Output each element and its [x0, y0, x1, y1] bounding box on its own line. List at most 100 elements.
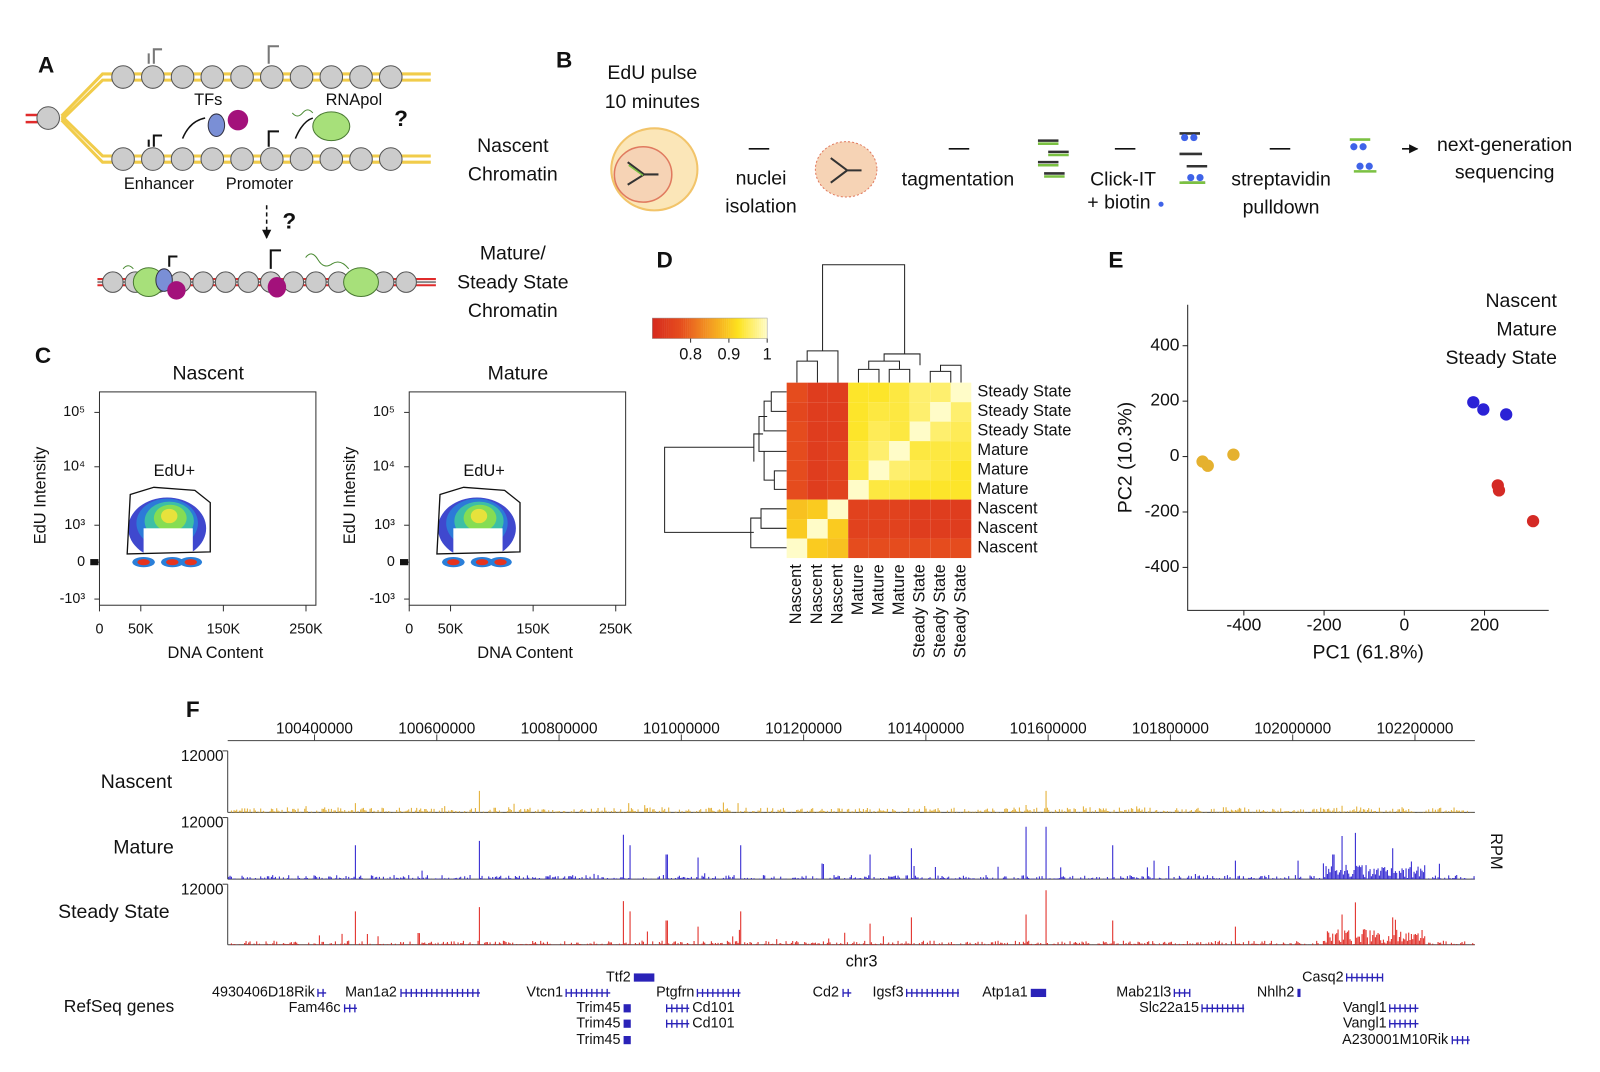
plot-frame — [98, 391, 317, 606]
heatmap-cell — [950, 480, 972, 500]
legend-entry: Steady State — [1445, 347, 1556, 369]
colorbar-step — [685, 318, 688, 339]
column-label: Mature — [849, 564, 867, 615]
gene-label: Vangl1 — [1343, 1000, 1387, 1016]
colorbar-step — [689, 318, 692, 339]
heatmap-cell — [930, 460, 951, 481]
label: Mature/ — [480, 243, 547, 265]
tick-label: 0.8 — [679, 345, 702, 363]
colorbar-step — [674, 318, 678, 339]
workflow-diagram — [610, 127, 1417, 212]
panel-label: C — [35, 343, 51, 368]
colorbar-step — [697, 318, 700, 339]
density-cloud — [90, 486, 211, 568]
heatmap-cell — [827, 460, 849, 481]
heatmap-cell — [827, 441, 849, 461]
gene-label: Trim45 — [576, 1032, 620, 1048]
heatmap-cell — [848, 402, 869, 422]
heatmap-cell — [889, 441, 910, 461]
heatmap-cell — [848, 519, 869, 539]
nucleosome — [349, 65, 373, 89]
gene-label: Cd101 — [692, 1000, 734, 1016]
panel-label: D — [656, 248, 672, 273]
density — [184, 559, 197, 566]
heatmap-cell — [930, 519, 951, 539]
nucleosome — [230, 65, 254, 89]
colorbar-step — [668, 318, 671, 339]
colorbar-frame — [652, 317, 768, 339]
panel-label: E — [1108, 248, 1123, 273]
step-label: next-generation — [1437, 134, 1572, 156]
tick-label: 10³ — [374, 517, 395, 533]
heatmap-cell — [909, 519, 931, 539]
row-label: Mature — [977, 461, 1028, 479]
tick-label: 101400000 — [887, 720, 964, 737]
heatmap-cell — [848, 538, 869, 559]
colorbar-step — [656, 318, 659, 339]
track-name: Mature — [113, 836, 174, 858]
density — [475, 559, 489, 566]
tick-label: -400 — [1145, 556, 1180, 576]
label: TFs — [194, 91, 222, 109]
heatmap-cell — [930, 441, 951, 461]
gene-glyph — [400, 988, 480, 998]
heatmap-cell — [889, 402, 910, 422]
label: 10 minutes — [605, 91, 700, 113]
gene-glyph — [565, 988, 611, 998]
tick-label: 12000 — [181, 748, 224, 765]
density — [447, 559, 460, 566]
gate — [126, 486, 211, 555]
tick-label: 0 — [387, 554, 395, 570]
heatmap-cell — [807, 499, 828, 520]
track-name: RefSeq genes — [64, 996, 175, 1016]
gene-label: Trim45 — [576, 1000, 620, 1016]
colorbar-step — [756, 318, 760, 339]
nucleosome — [170, 65, 195, 89]
tick-label: 1 — [763, 345, 772, 363]
density — [470, 508, 488, 524]
track-name: Nascent — [101, 771, 173, 793]
tick-label: -10³ — [369, 591, 395, 607]
nucleosome — [289, 147, 314, 171]
panel-label: A — [38, 53, 54, 78]
step-label: + biotin — [1087, 191, 1150, 213]
tick-label: -200 — [1307, 614, 1342, 634]
heatmap-cell — [930, 402, 951, 422]
colorbar-step — [691, 318, 694, 339]
heatmap-cell — [807, 538, 828, 559]
gene-label: Nhlh2 — [1257, 985, 1294, 1001]
heatmap-cell — [868, 441, 890, 461]
heatmap-cell — [950, 538, 972, 559]
column-label: Nascent — [787, 564, 805, 625]
tick-label: 250K — [599, 622, 633, 638]
heatmap-cell — [889, 499, 910, 520]
colorbar-step — [717, 318, 721, 339]
gene-label: Vtcn1 — [526, 985, 563, 1001]
panel-label: B — [556, 48, 572, 73]
plot-frame — [408, 391, 627, 606]
colorbar-step — [746, 318, 749, 339]
signal-trace — [229, 890, 1475, 945]
gate — [436, 486, 521, 555]
gene-glyph — [696, 988, 741, 998]
colorbar-step — [720, 318, 723, 339]
colorbar-step — [658, 318, 661, 339]
tick-label: -200 — [1145, 501, 1180, 521]
colorbar-step — [681, 318, 684, 339]
colorbar-step — [734, 318, 737, 339]
nucleosome — [282, 271, 305, 293]
tick-label: 0.9 — [717, 345, 740, 363]
heatmap-cell — [786, 499, 808, 520]
gene-label: Man1a2 — [345, 985, 397, 1001]
axis-clip — [90, 559, 99, 566]
colorbar-step — [748, 318, 751, 339]
tick-label: 200 — [1150, 390, 1179, 410]
colorbar-step — [672, 318, 676, 339]
nucleosome — [305, 271, 327, 293]
nucleosome — [200, 147, 225, 171]
nucleosome — [319, 65, 344, 89]
heatmap-cell — [868, 421, 890, 442]
heatmap-cell — [930, 421, 951, 442]
step-label: tagmentation — [902, 169, 1015, 191]
column-label: Nascent — [808, 564, 826, 625]
